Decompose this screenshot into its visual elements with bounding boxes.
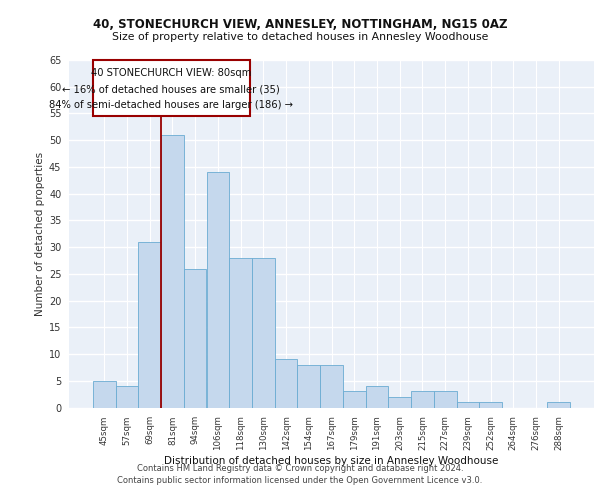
Bar	[388, 397, 411, 407]
Bar	[411, 392, 434, 407]
Bar	[275, 360, 298, 408]
Bar	[547, 402, 570, 407]
Bar	[93, 381, 116, 407]
Bar	[479, 402, 502, 407]
Text: Contains public sector information licensed under the Open Government Licence v3: Contains public sector information licen…	[118, 476, 482, 485]
Text: 40, STONECHURCH VIEW, ANNESLEY, NOTTINGHAM, NG15 0AZ: 40, STONECHURCH VIEW, ANNESLEY, NOTTINGH…	[93, 18, 507, 30]
Bar	[206, 172, 229, 408]
Bar	[434, 392, 457, 407]
Bar	[457, 402, 479, 407]
Text: 40 STONECHURCH VIEW: 80sqm: 40 STONECHURCH VIEW: 80sqm	[91, 68, 251, 78]
Bar	[184, 268, 206, 407]
Bar	[252, 258, 275, 408]
Bar	[320, 364, 343, 408]
Text: Size of property relative to detached houses in Annesley Woodhouse: Size of property relative to detached ho…	[112, 32, 488, 42]
Bar	[343, 392, 365, 407]
FancyBboxPatch shape	[93, 60, 250, 116]
Bar	[161, 135, 184, 407]
Bar	[229, 258, 252, 408]
Bar	[365, 386, 388, 407]
Text: 84% of semi-detached houses are larger (186) →: 84% of semi-detached houses are larger (…	[49, 100, 293, 110]
Y-axis label: Number of detached properties: Number of detached properties	[35, 152, 44, 316]
Text: Contains HM Land Registry data © Crown copyright and database right 2024.: Contains HM Land Registry data © Crown c…	[137, 464, 463, 473]
Bar	[298, 364, 320, 408]
Bar	[139, 242, 161, 408]
Text: ← 16% of detached houses are smaller (35): ← 16% of detached houses are smaller (35…	[62, 84, 280, 94]
X-axis label: Distribution of detached houses by size in Annesley Woodhouse: Distribution of detached houses by size …	[164, 456, 499, 466]
Bar	[116, 386, 139, 407]
